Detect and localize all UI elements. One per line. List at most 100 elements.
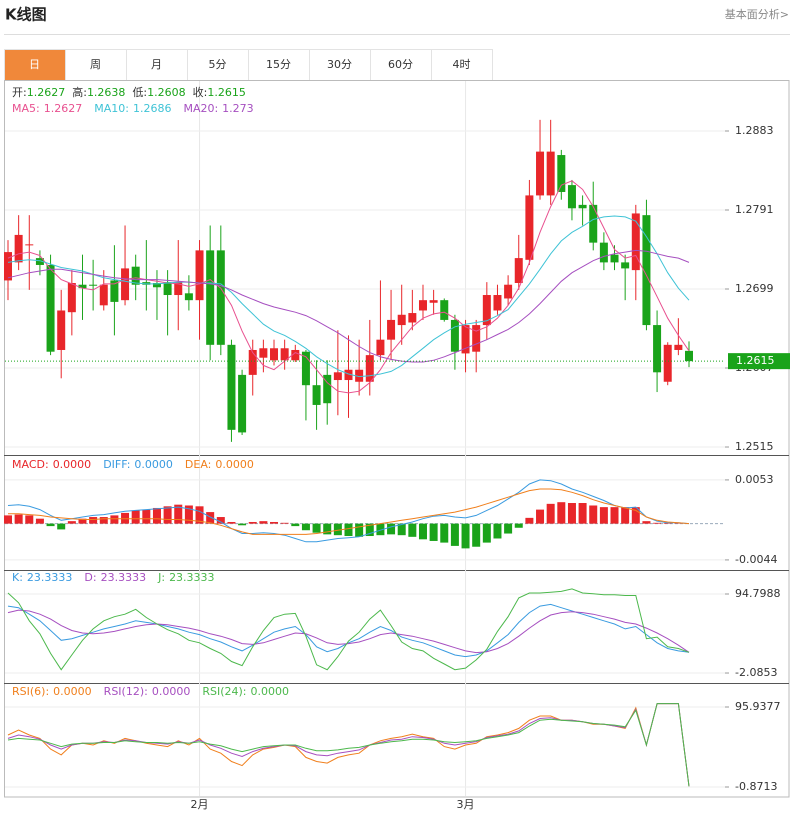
rsi-line bbox=[7, 703, 690, 787]
tab-label[interactable]: 4时 bbox=[453, 58, 471, 71]
macd-bar bbox=[291, 523, 300, 527]
candle-body bbox=[482, 295, 491, 326]
macd-bar bbox=[238, 523, 247, 526]
chart-title: K线图 bbox=[5, 6, 47, 24]
candle-body bbox=[536, 151, 545, 196]
macd-bar bbox=[46, 523, 55, 527]
macd-bar bbox=[599, 507, 608, 524]
candle-body bbox=[685, 350, 693, 362]
current-price-box bbox=[728, 353, 790, 370]
tab-label[interactable]: 15分 bbox=[266, 58, 291, 71]
candle-body bbox=[365, 355, 374, 382]
macd-bar bbox=[184, 505, 193, 524]
tab[interactable] bbox=[431, 49, 493, 81]
candle-body bbox=[653, 325, 662, 373]
candle-body bbox=[312, 385, 321, 405]
candle-body bbox=[397, 314, 406, 326]
candle-body bbox=[429, 300, 438, 303]
macd-bar bbox=[131, 510, 140, 524]
y-tick-label: -0.0044 bbox=[735, 553, 777, 566]
legend-text: 1.273 bbox=[222, 102, 254, 115]
legend-text: 23.3333 bbox=[101, 571, 147, 584]
legend: MACD: 0.0000 DIFF: 0.0000 DEA: 0.0000 bbox=[12, 458, 254, 471]
macd-bar bbox=[536, 509, 545, 524]
macd-bar bbox=[589, 505, 598, 524]
legend-text: 收: bbox=[193, 85, 208, 99]
macd-line bbox=[7, 479, 690, 543]
candle-body bbox=[25, 244, 34, 246]
macd-bar bbox=[89, 517, 98, 524]
y-tick-label: -2.0853 bbox=[735, 666, 777, 679]
candle-body bbox=[206, 250, 215, 345]
macd-bar bbox=[35, 518, 44, 524]
candle-body bbox=[418, 300, 427, 311]
tab-label[interactable]: 60分 bbox=[388, 58, 413, 71]
candle-body bbox=[589, 204, 598, 243]
macd-bar bbox=[67, 521, 76, 524]
macd-bar bbox=[174, 504, 183, 524]
macd-bar bbox=[355, 523, 364, 537]
y-tick-label: -0.8713 bbox=[735, 780, 777, 793]
tab-label[interactable]: 日 bbox=[29, 58, 40, 71]
candle-body bbox=[333, 372, 342, 381]
macd-bar bbox=[25, 515, 34, 524]
ma-line bbox=[7, 215, 690, 378]
candle-body bbox=[291, 349, 300, 361]
legend-text: MA5: bbox=[12, 102, 40, 115]
fundamental-link[interactable]: 基本面分析> bbox=[725, 7, 789, 21]
legend-text: 0.0000 bbox=[53, 458, 92, 471]
candle-body bbox=[440, 300, 449, 320]
legend-text: 0.0000 bbox=[250, 685, 289, 698]
legend-text: 1.2686 bbox=[133, 102, 172, 115]
macd-bar bbox=[57, 523, 66, 530]
macd-bar bbox=[323, 523, 332, 535]
legend-text: MA20: bbox=[183, 102, 218, 115]
candle-body bbox=[514, 258, 523, 283]
macd-bar bbox=[653, 522, 662, 524]
tab[interactable] bbox=[65, 49, 127, 81]
macd-bar bbox=[78, 518, 87, 524]
macd-bar bbox=[110, 515, 119, 524]
current-price-label: 1.2615 bbox=[736, 354, 775, 367]
macd-bar bbox=[418, 523, 427, 540]
macd-bar bbox=[631, 507, 640, 524]
candle-body bbox=[663, 344, 672, 382]
candle-body bbox=[35, 258, 44, 265]
candle-body bbox=[67, 282, 76, 313]
candle-body bbox=[546, 151, 555, 196]
legend-text: 1.2615 bbox=[207, 86, 246, 99]
legend-text: 23.3333 bbox=[169, 571, 215, 584]
legend-text: 高: bbox=[72, 85, 87, 99]
macd-bar bbox=[227, 521, 236, 524]
candle-body bbox=[493, 295, 502, 311]
candle-body bbox=[259, 348, 268, 358]
rsi-line bbox=[7, 703, 690, 787]
candle-body bbox=[248, 349, 257, 375]
legend-text: MA10: bbox=[94, 102, 129, 115]
macd-bar bbox=[376, 523, 385, 536]
candle-body bbox=[344, 369, 353, 381]
macd-bar bbox=[270, 521, 279, 524]
tab-label[interactable]: 5分 bbox=[209, 58, 227, 71]
tab-label[interactable]: 30分 bbox=[327, 58, 352, 71]
macd-bar bbox=[440, 523, 449, 543]
candle-body bbox=[174, 282, 183, 296]
kdj-line bbox=[7, 609, 690, 654]
candle-body bbox=[323, 374, 332, 404]
tab-label[interactable]: 周 bbox=[90, 58, 101, 71]
macd-bar bbox=[195, 506, 204, 524]
legend-text: K: bbox=[12, 571, 23, 584]
candle-body bbox=[131, 266, 140, 285]
candle-body bbox=[621, 262, 630, 269]
tab-label[interactable]: 月 bbox=[151, 58, 162, 71]
y-tick-label: 0.0053 bbox=[735, 473, 774, 486]
candle-body bbox=[78, 284, 87, 289]
candle-body bbox=[301, 351, 310, 386]
legend: RSI(6): 0.0000 RSI(12): 0.0000 RSI(24): 0.000… bbox=[12, 685, 289, 698]
macd-bar bbox=[99, 517, 108, 524]
candle-body bbox=[57, 310, 66, 350]
x-tick-label: 3月 bbox=[457, 798, 475, 811]
